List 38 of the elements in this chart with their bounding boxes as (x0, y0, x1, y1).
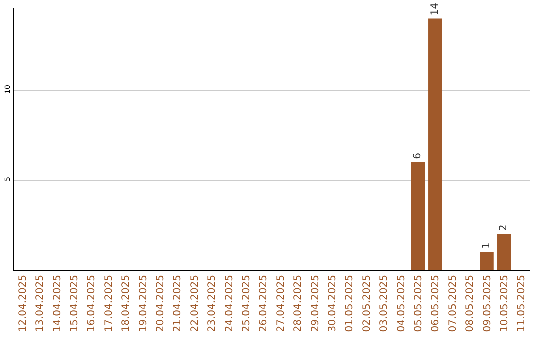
data-label: 6 (412, 152, 424, 160)
x-tick-label: 08.05.2025 (465, 275, 476, 332)
x-tick-label: 22.04.2025 (190, 275, 201, 332)
bar (428, 18, 442, 270)
x-tick-label: 21.04.2025 (172, 275, 184, 332)
bar (480, 252, 494, 270)
x-tick-label: 20.04.2025 (155, 275, 166, 332)
x-tick-label: 18.04.2025 (121, 275, 132, 332)
data-label: 14 (430, 3, 441, 16)
x-tick-label: 03.05.2025 (379, 275, 390, 332)
x-tick-label: 12.04.2025 (18, 275, 29, 332)
data-label: 1 (482, 242, 492, 250)
x-tick-label: 06.05.2025 (430, 275, 442, 332)
x-tick-label: 23.04.2025 (207, 275, 218, 332)
data-label: 2 (498, 224, 510, 232)
x-tick-label: 14.04.2025 (52, 275, 64, 332)
x-tick-label: 11.05.2025 (516, 275, 528, 332)
x-tick-label: 13.04.2025 (35, 275, 46, 332)
x-tick-label: 25.04.2025 (241, 275, 252, 332)
x-tick-label: 04.05.2025 (396, 275, 408, 332)
x-tick-label: 10.05.2025 (499, 275, 510, 332)
x-tick-label: 17.04.2025 (104, 275, 115, 332)
x-tick-label: 27.04.2025 (276, 275, 287, 332)
bar (497, 234, 512, 270)
x-tick-label: 19.04.2025 (138, 275, 150, 332)
x-tick-label: 26.04.2025 (258, 275, 270, 332)
x-tick-label: 15.04.2025 (69, 275, 80, 332)
x-tick-label: 16.04.2025 (86, 275, 98, 332)
x-tick-label: 05.05.2025 (413, 275, 424, 332)
bar (411, 162, 426, 270)
x-tick-label: 28.04.2025 (293, 275, 304, 332)
x-tick-label: 29.04.2025 (310, 275, 322, 332)
x-tick-label: 07.05.2025 (448, 275, 459, 332)
x-tick-label: 24.04.2025 (224, 275, 236, 332)
x-tick-label: 09.05.2025 (482, 275, 494, 332)
x-tick-label: 30.04.2025 (327, 275, 338, 332)
x-tick-label: 01.05.2025 (344, 275, 356, 332)
x-tick-label: 02.05.2025 (362, 275, 373, 332)
